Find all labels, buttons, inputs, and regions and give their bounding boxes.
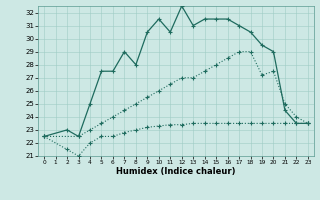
X-axis label: Humidex (Indice chaleur): Humidex (Indice chaleur)	[116, 167, 236, 176]
